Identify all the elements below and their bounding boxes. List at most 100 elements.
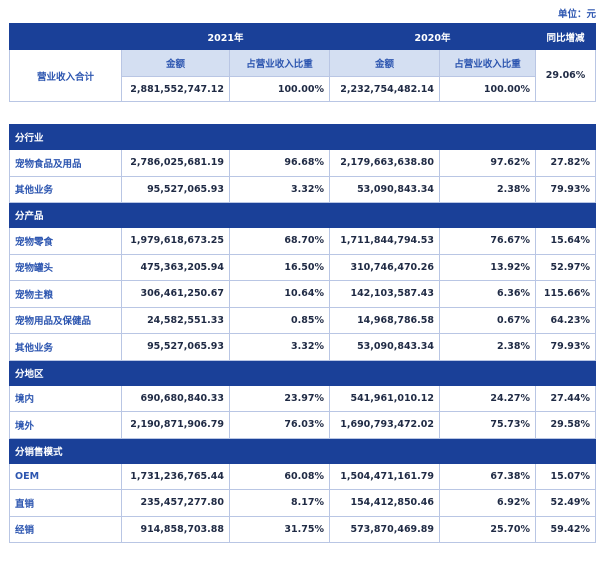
share-2020-cell: 0.67% [439,306,536,334]
amount-2020-cell: 1,711,844,794.53 [329,227,440,255]
section-header-row: 分行业 [8,124,597,150]
unit-label: 单位：元 [557,9,596,20]
row-label: 境外 [9,411,122,439]
amount-2020-cell: 14,968,786.58 [329,306,440,334]
share-2021-cell: 0.85% [229,306,330,334]
yoy-cell: 59.42% [534,515,597,543]
share-2020-cell: 6.36% [439,280,536,308]
share-2021-cell: 23.97% [229,384,330,412]
share-2021-cell: 3.32% [229,175,330,203]
year-2021-header: 2021年 [120,23,331,50]
share-2021-cell: 10.64% [229,280,330,308]
yoy-cell: 52.49% [534,489,597,517]
row-label: 其他业务 [9,175,122,203]
year-2020-header: 2020年 [329,23,537,50]
share-2020-header: 占营业收入比重 [439,49,537,77]
table-row: 直销 235,457,277.80 8.17% 154,412,850.46 6.92%… [9,489,597,517]
table-row: OEM 1,731,236,765.44 60.08% 1,504,471,161.7… [9,462,597,490]
table-row: 宠物食品及用品 2,786,025,681.19 96.68% 2,179,663,6… [9,149,597,177]
share-2020-cell: 97.62% [439,149,536,177]
share-2021-cell: 76.03% [229,411,330,439]
amount-2021-cell: 690,680,840.33 [121,384,230,412]
table-row: 其他业务 95,527,065.93 3.32% 53,090,843.34 2.38%… [9,333,597,361]
row-label: OEM [9,462,122,490]
amount-2021-cell: 914,858,703.88 [121,515,230,543]
amount-2020-cell: 1,504,471,161.79 [329,462,440,490]
row-label: 宠物主粮 [9,280,122,308]
section-header-row: 分地区 [8,359,597,386]
amount-2021-cell: 2,190,871,906.79 [121,411,230,439]
amount-2020-cell: 53,090,843.34 [329,175,440,203]
row-label: 经销 [9,515,122,543]
amount-2020-cell: 1,690,793,472.02 [329,411,440,439]
amount-2020-cell: 573,870,469.89 [329,515,440,543]
yoy-cell: 115.66% [534,280,597,308]
amount-2020-cell: 2,179,663,638.80 [329,149,440,177]
share-2021-header: 占营业收入比重 [228,49,331,77]
table-row: 其他业务 95,527,065.93 3.32% 53,090,843.34 2.38%… [9,175,597,203]
row-label: 其他业务 [9,333,122,361]
amount-2020-cell: 154,412,850.46 [329,489,440,517]
amount-2020-header: 金额 [329,49,441,77]
amount-2021-cell: 24,582,551.33 [121,306,230,334]
yoy-cell: 15.64% [534,227,597,255]
amount-2021-cell: 2,786,025,681.19 [121,149,230,177]
amount-2021-cell: 1,979,618,673.25 [121,227,230,255]
section-title: 分销售模式 [8,437,597,464]
share-2020-cell: 2.38% [439,333,536,361]
total-2021-share: 100.00% [228,76,331,102]
share-2021-cell: 31.75% [229,515,330,543]
total-2021-amount: 2,881,552,747.12 [121,76,230,102]
section-title: 分地区 [8,359,597,386]
amount-2021-cell: 95,527,065.93 [121,175,230,203]
table-row: 宠物主粮 306,461,250.67 10.64% 142,103,587.43 6.… [9,280,597,308]
amount-2020-cell: 541,961,010.12 [329,384,440,412]
share-2020-cell: 76.67% [439,227,536,255]
yoy-cell: 27.82% [534,149,597,177]
table-row: 境外 2,190,871,906.79 76.03% 1,690,793,472.02… [9,411,597,439]
header-blank [9,23,122,50]
share-2020-cell: 24.27% [439,384,536,412]
yoy-cell: 52.97% [534,253,597,281]
row-label: 宠物用品及保健品 [9,306,122,334]
row-label: 宠物零食 [9,227,122,255]
share-2021-cell: 8.17% [229,489,330,517]
table-row: 境内 690,680,840.33 23.97% 541,961,010.12 24.2… [9,384,597,412]
yoy-cell: 64.23% [534,306,597,334]
amount-2020-cell: 53,090,843.34 [329,333,440,361]
row-label: 境内 [9,384,122,412]
row-label: 宠物罐头 [9,253,122,281]
total-2020-amount: 2,232,754,482.14 [329,76,441,102]
share-2021-cell: 3.32% [229,333,330,361]
section-header-row: 分产品 [8,202,597,228]
share-2021-cell: 96.68% [229,149,330,177]
total-2020-share: 100.00% [439,76,537,102]
yoy-cell: 27.44% [534,384,597,412]
row-label: 直销 [9,489,122,517]
share-2020-cell: 75.73% [439,411,536,439]
amount-2020-cell: 310,746,470.26 [329,253,440,281]
table-row: 经销 914,858,703.88 31.75% 573,870,469.89 25.7… [9,515,597,543]
revenue-breakdown-table: 分行业 宠物食品及用品 2,786,025,681.19 96.68% 2,179,66… [8,124,597,543]
table-row: 宠物罐头 475,363,205.94 16.50% 310,746,470.26 13… [9,253,597,281]
yoy-cell: 79.93% [534,333,597,361]
section-title: 分行业 [8,124,597,150]
share-2021-cell: 16.50% [229,253,330,281]
amount-2021-cell: 95,527,065.93 [121,333,230,361]
section-title: 分产品 [8,202,597,228]
section-header-row: 分销售模式 [8,437,597,464]
share-2021-cell: 68.70% [229,227,330,255]
table-row: 宠物用品及保健品 24,582,551.33 0.85% 14,968,786.58 0… [9,306,597,334]
amount-2021-cell: 475,363,205.94 [121,253,230,281]
amount-2020-cell: 142,103,587.43 [329,280,440,308]
amount-2021-cell: 1,731,236,765.44 [121,462,230,490]
share-2020-cell: 13.92% [439,253,536,281]
amount-2021-cell: 306,461,250.67 [121,280,230,308]
amount-2021-header: 金额 [121,49,230,77]
yoy-cell: 15.07% [534,462,597,490]
table-row: 宠物零食 1,979,618,673.25 68.70% 1,711,844,794.… [9,227,597,255]
share-2020-cell: 67.38% [439,462,536,490]
share-2020-cell: 6.92% [439,489,536,517]
total-yoy-value: 29.06% [535,49,597,102]
total-revenue-label: 营业收入合计 [9,49,122,102]
